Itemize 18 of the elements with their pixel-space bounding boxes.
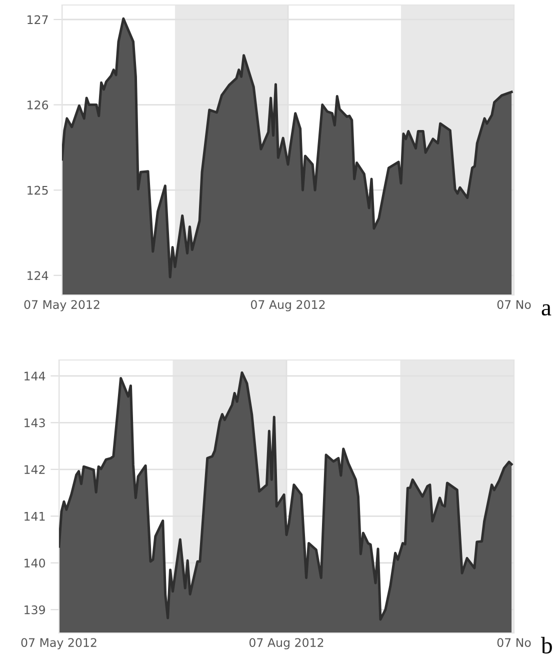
- y-tick-label: 127: [28, 15, 48, 24]
- y-tick-label: 140: [24, 558, 46, 568]
- y-tick-label: 141: [24, 512, 45, 521]
- text: b: [541, 636, 552, 654]
- y-tick-label: 139: [24, 605, 45, 614]
- y-tick-label: 144: [24, 372, 46, 380]
- x-tick-label: 07 No: [497, 638, 531, 647]
- y-tick-label: 126: [28, 100, 48, 110]
- y-tick-label: 143: [24, 418, 45, 428]
- text: a: [542, 304, 552, 316]
- x-tick-label: 07 May 2012: [24, 300, 100, 312]
- y-tick-label: 125: [28, 186, 48, 195]
- y-tick-label: 124: [28, 271, 48, 280]
- x-tick-label: 07 No: [497, 300, 531, 309]
- x-tick-label: 07 May 2012: [21, 638, 96, 650]
- x-tick-label: 07 Aug 2012: [249, 638, 324, 650]
- x-tick-label: 07 Aug 2012: [250, 300, 325, 312]
- y-tick-label: 142: [24, 465, 45, 474]
